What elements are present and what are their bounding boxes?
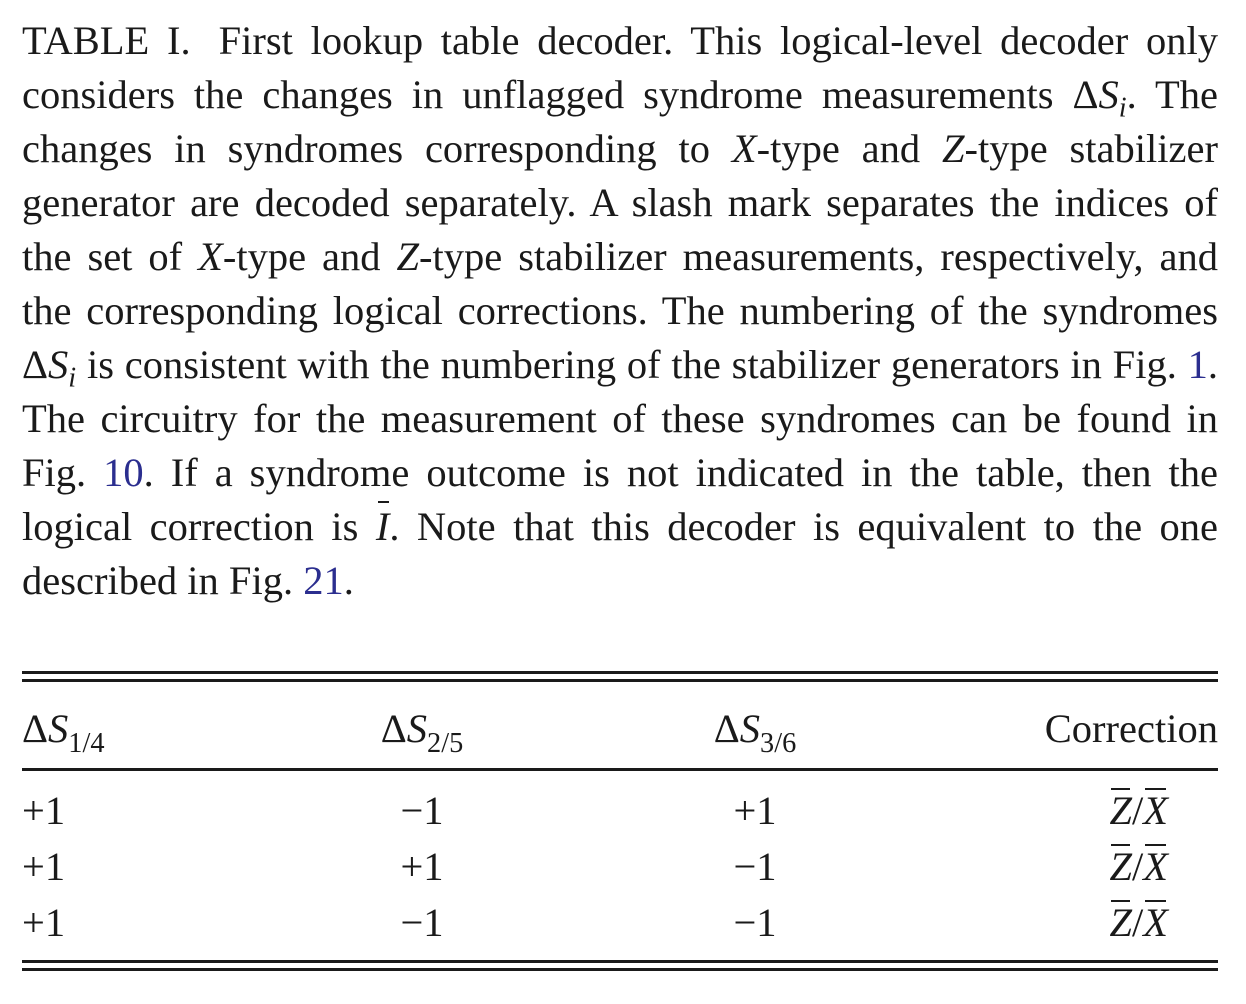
header-delta-s25: ΔS2/5 <box>380 706 464 759</box>
cell-correction: Z/X <box>1109 842 1168 892</box>
cell-s25: −1 <box>400 788 444 833</box>
cell-s36: +1 <box>733 788 777 833</box>
cell-s14: +1 <box>22 788 66 833</box>
cell-s36: −1 <box>733 844 777 889</box>
logical-identity: I <box>376 500 389 554</box>
table-header-row: ΔS1/4 ΔS2/5 ΔS3/6 Correction <box>22 704 1218 759</box>
header-correction: Correction <box>1044 706 1218 751</box>
table-row: +1 −1 +1 Z/X <box>22 786 1218 836</box>
header-delta-s36: ΔS3/6 <box>713 706 797 759</box>
table-bottom-rule <box>22 960 1218 971</box>
cell-s14: +1 <box>22 844 66 889</box>
header-delta-s14: ΔS1/4 <box>22 706 105 759</box>
cell-s25: +1 <box>400 844 444 889</box>
table-top-rule <box>22 671 1218 682</box>
table-caption: TABLE I. First lookup table decoder. This… <box>22 18 1218 603</box>
table-header-rule <box>22 768 1218 771</box>
caption-block: TABLE I. First lookup table decoder. This… <box>22 14 1218 608</box>
cell-s36: −1 <box>733 900 777 945</box>
table-row: +1 −1 −1 Z/X <box>22 898 1218 948</box>
figure-link-21[interactable]: 21 <box>303 558 344 603</box>
figure-link-1[interactable]: 1 <box>1187 342 1208 387</box>
cell-s14: +1 <box>22 900 66 945</box>
table-label: TABLE I. <box>22 18 191 63</box>
cell-correction: Z/X <box>1109 898 1168 948</box>
cell-correction: Z/X <box>1109 786 1168 836</box>
table-row: +1 +1 −1 Z/X <box>22 842 1218 892</box>
cell-s25: −1 <box>400 900 444 945</box>
figure-link-10[interactable]: 10 <box>103 450 144 495</box>
